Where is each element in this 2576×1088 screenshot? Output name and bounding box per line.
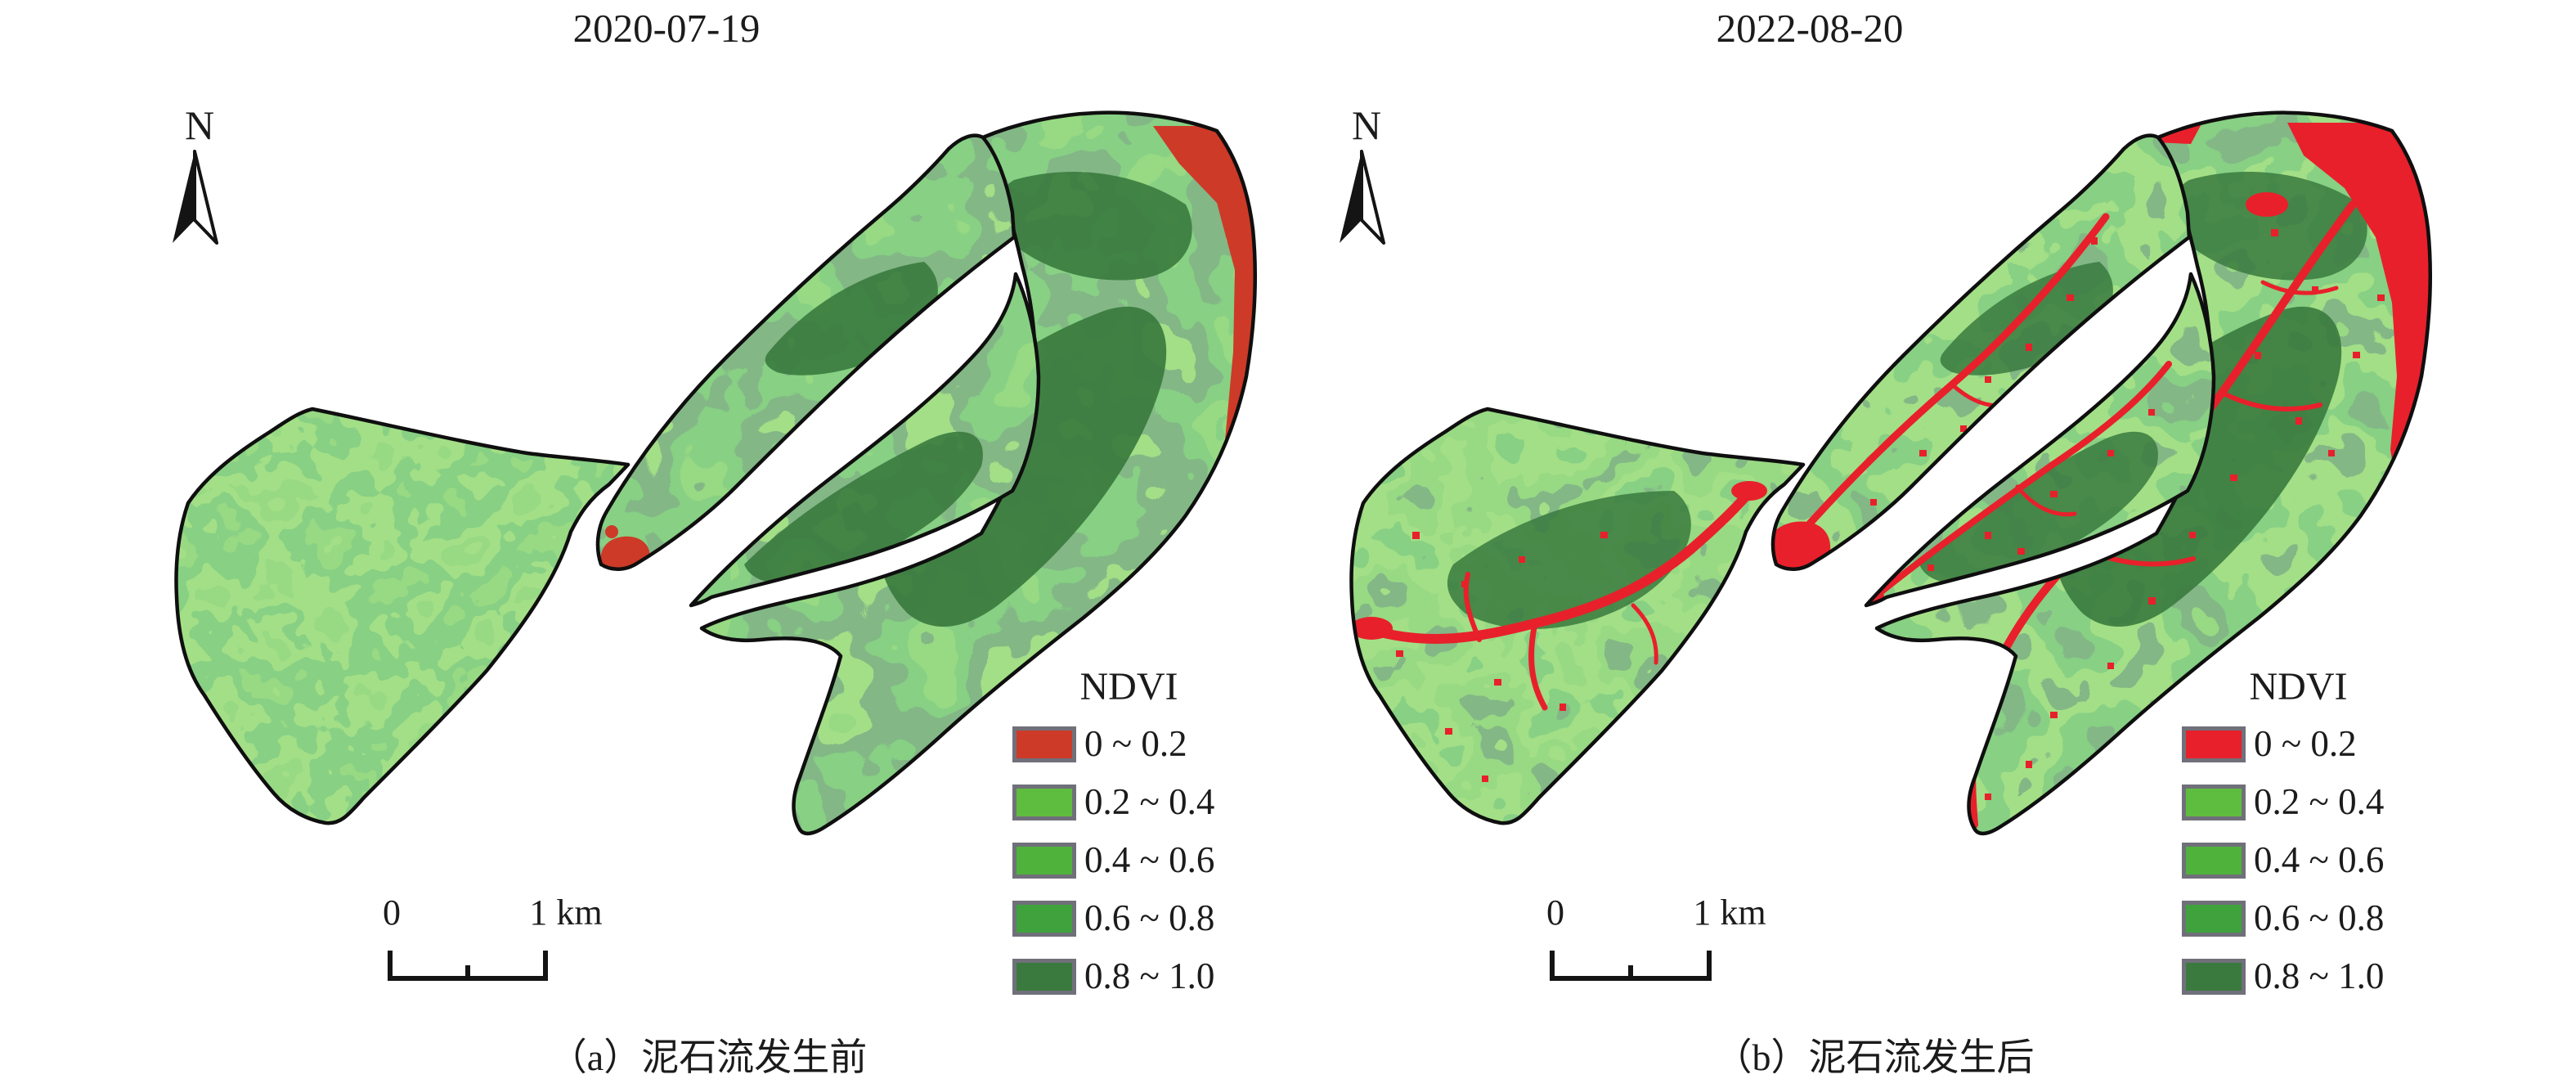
legend-swatch-mediumgreen: [2182, 900, 2246, 937]
legend-item: 0 ~ 0.2: [1012, 726, 1266, 762]
legend-swatch-red: [1012, 726, 1076, 762]
legend-item: 0.2 ~ 0.4: [2182, 784, 2435, 820]
bare-soil-strip-a: [1153, 126, 1255, 443]
bare-soil-strip-b: [2287, 123, 2430, 491]
bare-patch-a: [600, 536, 650, 569]
legend-swatch-lightgreen: [1012, 784, 1076, 820]
legend-label: 0.2 ~ 0.4: [2254, 781, 2385, 822]
legend-title-b: NDVI: [2249, 665, 2348, 708]
legend-swatch-lightgreen: [2182, 784, 2246, 820]
debris-flow-channels-middle: [1871, 361, 2172, 600]
panel-b-caption: （b）泥石流发生后: [1714, 1036, 2035, 1078]
north-label-b: N: [1351, 102, 1382, 148]
legend-swatch-darkgreen: [2182, 958, 2246, 995]
bare-speckles-middle: [1928, 409, 2155, 571]
legend-label: 0.8 ~ 1.0: [1084, 955, 1215, 996]
scale-km-b: 1 km: [1693, 892, 1766, 933]
bare-patch-b: [1772, 521, 1831, 569]
legend-a: NDVI 0 ~ 0.2 0.2 ~ 0.4 0.4 ~ 0.6 0.6 ~ 0…: [1012, 664, 1266, 1016]
north-arrow-b: [1340, 150, 1385, 245]
legend-label: 0.4 ~ 0.6: [2254, 839, 2385, 880]
legend-swatch-mediumgreen: [1012, 900, 1076, 937]
legend-title-a: NDVI: [1079, 665, 1178, 708]
panel-a-caption: （a）泥石流发生前: [549, 1036, 868, 1078]
legend-swatch-red: [2182, 726, 2246, 762]
legend-b: NDVI 0 ~ 0.2 0.2 ~ 0.4 0.4 ~ 0.6 0.6 ~ 0…: [2182, 664, 2435, 1016]
legend-item: 0.4 ~ 0.6: [1012, 842, 1266, 879]
legend-item: 0.4 ~ 0.6: [2182, 842, 2435, 879]
debris-flow-channels-west: [1367, 482, 1759, 711]
legend-item: 0 ~ 0.2: [2182, 726, 2435, 762]
legend-item: 0.2 ~ 0.4: [1012, 784, 1266, 820]
legend-swatch-green: [2182, 842, 2246, 879]
legend-label: 0.4 ~ 0.6: [1084, 839, 1215, 880]
scale-bar-a: [388, 951, 548, 981]
legend-item: 0.6 ~ 0.8: [2182, 900, 2435, 937]
legend-label: 0.8 ~ 1.0: [2254, 955, 2385, 996]
panel-a-title: 2020-07-19: [572, 6, 761, 51]
legend-swatch-darkgreen: [1012, 958, 1076, 995]
legend-label: 0.2 ~ 0.4: [1084, 781, 1215, 822]
legend-label: 0.6 ~ 0.8: [2254, 897, 2385, 938]
legend-label: 0 ~ 0.2: [2254, 723, 2357, 764]
north-label-a: N: [184, 102, 215, 148]
panel-b-title: 2022-08-20: [1716, 6, 1904, 51]
legend-swatch-green: [1012, 842, 1076, 879]
scale-km-a: 1 km: [529, 892, 603, 933]
legend-item: 0.6 ~ 0.8: [1012, 900, 1266, 937]
bare-speckles-east: [1985, 229, 2385, 800]
scale-zero-a: 0: [383, 892, 401, 933]
legend-label: 0.6 ~ 0.8: [1084, 897, 1215, 938]
scale-zero-b: 0: [1546, 892, 1564, 933]
legend-item: 0.8 ~ 1.0: [2182, 958, 2435, 995]
legend-item: 0.8 ~ 1.0: [1012, 958, 1266, 995]
legend-label: 0 ~ 0.2: [1084, 723, 1187, 764]
scale-bar-b: [1550, 951, 1712, 981]
north-arrow-a: [173, 150, 218, 245]
